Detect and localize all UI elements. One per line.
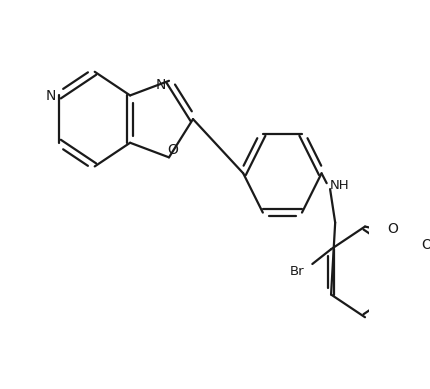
Text: NH: NH: [330, 179, 350, 192]
Text: O: O: [167, 144, 178, 158]
Text: O: O: [421, 238, 430, 252]
Text: N: N: [155, 78, 166, 92]
Text: Br: Br: [290, 265, 304, 279]
Text: O: O: [388, 221, 399, 235]
Text: N: N: [46, 89, 56, 103]
